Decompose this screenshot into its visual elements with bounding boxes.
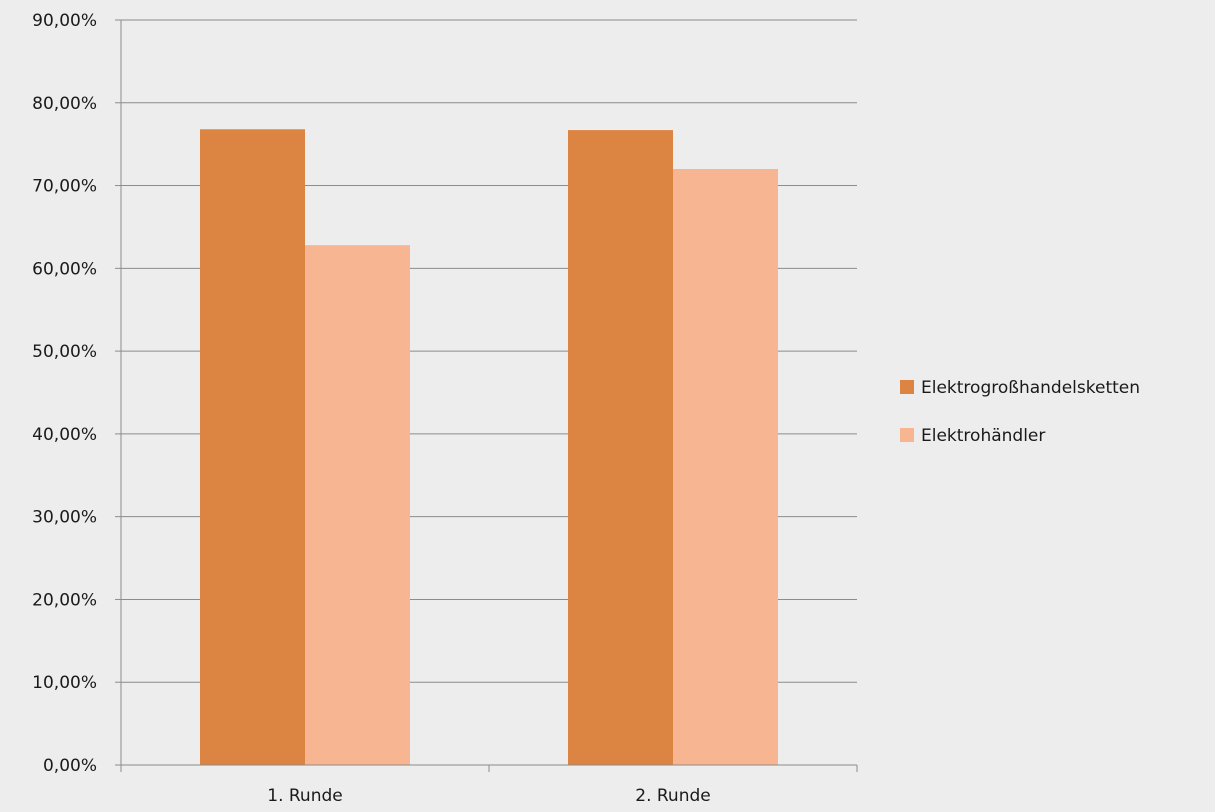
legend: Elektrogroßhandelsketten Elektrohändler [900,378,1140,446]
x-tick-label: 1. Runde [267,786,342,806]
y-tick-label: 90,00% [32,11,97,31]
x-tick-label: 2. Runde [635,786,710,806]
bar-elektrohaendler [673,169,778,765]
y-tick-label: 0,00% [43,756,97,776]
bar-elektrogrosshandelsketten [200,129,305,765]
y-tick-label: 60,00% [32,259,97,279]
y-tick-label: 40,00% [32,425,97,445]
y-tick-label: 20,00% [32,590,97,610]
bar-elektrohaendler [305,245,410,766]
axes [115,19,858,772]
tick-labels: 0,00% 10,00% 20,00% 30,00% 40,00% 50,00% 60,00… [32,11,711,806]
y-tick-label: 30,00% [32,508,97,528]
y-tick-label: 50,00% [32,342,97,362]
legend-swatch [900,380,914,394]
y-tick-label: 10,00% [32,673,97,693]
legend-label: Elektrogroßhandelsketten [921,378,1140,398]
bar-elektrogrosshandelsketten [568,130,673,765]
legend-label: Elektrohändler [921,426,1045,446]
bars [200,129,778,766]
y-tick-label: 80,00% [32,94,97,114]
legend-swatch [900,428,914,442]
y-tick-label: 70,00% [32,177,97,197]
